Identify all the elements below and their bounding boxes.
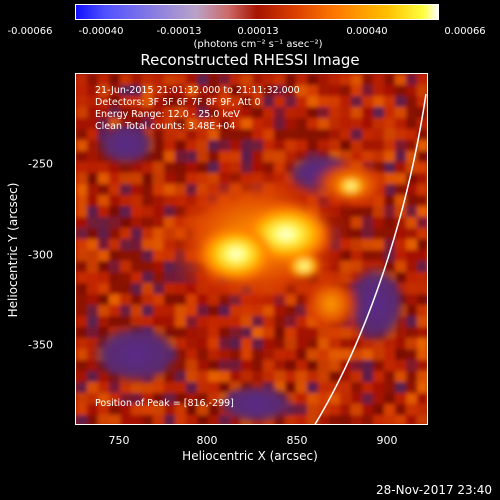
x-tick-label: 800	[196, 434, 218, 447]
y-tick-label: -250	[28, 157, 53, 171]
image-title: Reconstructed RHESSI Image	[140, 51, 360, 69]
colorbar	[75, 4, 439, 20]
timestamp: 28-Nov-2017 23:40	[376, 483, 492, 497]
colorbar-tick: -0.00066	[7, 26, 53, 37]
info-energy-range: Energy Range: 12.0 - 25.0 keV	[95, 109, 240, 120]
colorbar-tick: -0.00013	[156, 26, 202, 37]
colorbar-tick: 0.00066	[444, 26, 486, 37]
colorbar-tick: -0.00040	[78, 26, 124, 37]
info-detectors: Detectors: 3F 5F 6F 7F 8F 9F, Att 0	[95, 97, 261, 108]
x-axis-label: Heliocentric X (arcsec)	[182, 449, 318, 463]
rhessi-image	[75, 73, 428, 425]
colorbar-units: (photons cm⁻² s⁻¹ asec⁻²)	[193, 39, 323, 50]
y-tick-label: -300	[28, 248, 53, 262]
y-axis-label: Heliocentric Y (arcsec)	[6, 182, 20, 318]
rhessi-image-canvas	[76, 74, 427, 424]
peak-position: Position of Peak = [816,-299]	[95, 398, 234, 409]
x-tick-label: 750	[108, 434, 130, 447]
x-tick-label: 900	[376, 434, 398, 447]
colorbar-tick: 0.00013	[237, 26, 279, 37]
info-total-counts: Clean Total counts: 3.48E+04	[95, 121, 236, 132]
info-time-range: 21-Jun-2015 21:01:32.000 to 21:11:32.000	[95, 85, 300, 96]
x-tick-label: 850	[286, 434, 308, 447]
image-blobs	[91, 122, 406, 424]
solar-limb-line	[314, 93, 427, 424]
y-tick-label: -350	[28, 338, 53, 352]
colorbar-tick: 0.00040	[346, 26, 388, 37]
